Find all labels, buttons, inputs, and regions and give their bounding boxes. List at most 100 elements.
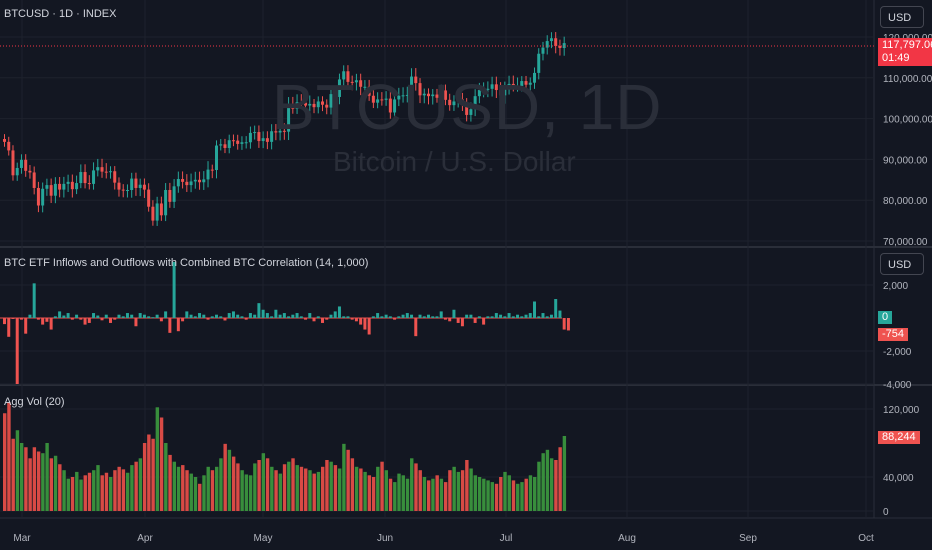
etf-last-tag: -754 — [878, 328, 909, 341]
candle-body — [380, 99, 384, 101]
etf-flow-bar — [511, 316, 515, 318]
candle-body — [28, 170, 32, 173]
volume-bar — [524, 478, 528, 511]
candle-body — [92, 170, 96, 184]
candle-body — [473, 96, 477, 110]
candle-body — [329, 94, 333, 108]
volume-bar — [346, 449, 350, 511]
etf-flow-bar — [397, 316, 401, 318]
etf-flow-bar — [333, 311, 337, 318]
candle-body — [121, 189, 125, 191]
candle-body — [32, 172, 36, 188]
etf-flow-bar — [405, 313, 409, 318]
candle-body — [371, 95, 375, 103]
candle-body — [299, 102, 303, 104]
candle-body — [236, 140, 240, 144]
etf-flow-bar — [253, 314, 257, 318]
candle-body — [282, 130, 286, 132]
candle-body — [541, 47, 545, 54]
candle-body — [486, 88, 490, 90]
volume-bar — [164, 443, 168, 511]
etf-flow-bar — [28, 314, 32, 318]
volume-bar — [448, 470, 452, 511]
time-axis-label: Jun — [377, 533, 393, 544]
symbol-title[interactable]: BTCUSD · 1D · INDEX — [4, 8, 117, 20]
price-axis-tick-label: 80,000.00 — [883, 196, 928, 207]
volume-bar — [316, 471, 321, 511]
volume-bar — [172, 461, 176, 511]
volume-bar — [473, 475, 478, 511]
currency-button-etf[interactable]: USD — [880, 253, 924, 275]
etf-flow-bar — [549, 314, 553, 318]
candle-body — [465, 104, 469, 115]
candle-body — [223, 144, 227, 148]
etf-flow-bar — [410, 314, 414, 318]
candle-body — [151, 206, 155, 221]
volume-bar — [554, 460, 558, 511]
candle-body — [58, 183, 62, 190]
candle-body — [96, 167, 100, 171]
etf-flow-bar — [231, 311, 235, 318]
volume-bar — [261, 453, 266, 511]
volume-bar — [100, 475, 104, 511]
etf-flow-bar — [342, 316, 346, 318]
volume-bar — [193, 477, 198, 511]
volume-bar — [299, 466, 304, 511]
candle-body — [439, 90, 443, 98]
volume-bar — [308, 470, 312, 511]
etf-flow-bar — [528, 313, 532, 318]
candle-body — [70, 181, 74, 190]
volume-bar — [75, 471, 79, 511]
etf-flow-bar — [499, 314, 503, 318]
price-axis-tick-label: 100,000.00 — [883, 115, 932, 126]
etf-flow-bar — [176, 318, 180, 332]
volume-bar — [528, 475, 533, 511]
volume-bar — [45, 443, 49, 511]
volume-bar — [397, 473, 401, 511]
candle-body — [477, 90, 481, 97]
etf-pane-title[interactable]: BTC ETF Inflows and Outflows with Combin… — [4, 257, 369, 269]
price-tag: 117,797.06 01:49 — [878, 38, 932, 66]
volume-bar — [533, 477, 537, 511]
candle-body — [193, 179, 197, 182]
currency-button-price[interactable]: USD — [880, 6, 924, 28]
volume-bar — [490, 482, 494, 511]
candle-body — [435, 94, 439, 98]
candle-body — [109, 171, 112, 173]
etf-flow-bar — [291, 314, 295, 318]
etf-flow-bar — [393, 318, 397, 320]
etf-flow-bar — [151, 317, 155, 319]
candle-body — [325, 104, 329, 108]
etf-flow-bar — [507, 313, 511, 318]
volume-bar — [511, 480, 516, 511]
volume-bar — [236, 463, 240, 511]
candle-body — [113, 171, 117, 183]
volume-bar — [96, 465, 100, 511]
candle-body — [36, 187, 40, 206]
etf-flow-bar — [282, 313, 286, 318]
candle-body — [367, 86, 371, 96]
candle-body — [376, 99, 380, 103]
candle-body — [448, 99, 452, 106]
etf-flow-bar — [308, 313, 312, 318]
candle-body — [503, 89, 507, 96]
etf-flow-bar — [448, 318, 452, 322]
candle-body — [533, 72, 536, 83]
volume-pane-title[interactable]: Agg Vol (20) — [4, 396, 65, 408]
candle-body — [507, 83, 511, 90]
volume-bar — [431, 478, 435, 511]
volume-bar — [359, 468, 363, 511]
candle-body — [49, 185, 53, 196]
candle-body — [219, 144, 223, 146]
candle-body — [11, 150, 15, 176]
etf-flow-bar — [490, 316, 494, 318]
candle-body — [350, 81, 354, 83]
candle-body — [227, 140, 231, 148]
volume-bar — [138, 458, 143, 511]
volume-bar — [295, 465, 299, 511]
volume-last-tag: 88,244 — [878, 431, 920, 444]
volume-bar — [384, 470, 388, 511]
candle-body — [189, 181, 193, 186]
